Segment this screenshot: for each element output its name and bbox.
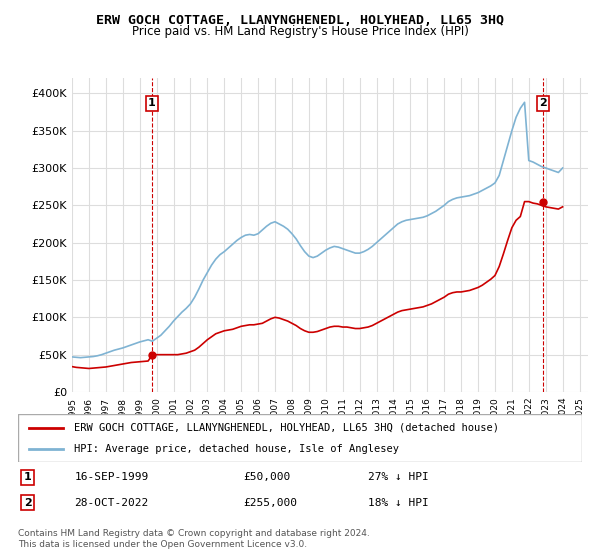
Text: £255,000: £255,000 <box>244 498 298 507</box>
Text: Contains HM Land Registry data © Crown copyright and database right 2024.
This d: Contains HM Land Registry data © Crown c… <box>18 529 370 549</box>
Text: Price paid vs. HM Land Registry's House Price Index (HPI): Price paid vs. HM Land Registry's House … <box>131 25 469 38</box>
Text: ERW GOCH COTTAGE, LLANYNGHENEDL, HOLYHEAD, LL65 3HQ (detached house): ERW GOCH COTTAGE, LLANYNGHENEDL, HOLYHEA… <box>74 423 499 433</box>
Text: ERW GOCH COTTAGE, LLANYNGHENEDL, HOLYHEAD, LL65 3HQ: ERW GOCH COTTAGE, LLANYNGHENEDL, HOLYHEA… <box>96 14 504 27</box>
Text: 2: 2 <box>539 99 547 109</box>
Text: 18% ↓ HPI: 18% ↓ HPI <box>368 498 428 507</box>
Text: 1: 1 <box>23 473 31 482</box>
Text: 27% ↓ HPI: 27% ↓ HPI <box>368 473 428 482</box>
FancyBboxPatch shape <box>18 414 582 462</box>
Text: HPI: Average price, detached house, Isle of Anglesey: HPI: Average price, detached house, Isle… <box>74 444 400 454</box>
Text: £50,000: £50,000 <box>244 473 291 482</box>
Text: 2: 2 <box>23 498 31 507</box>
Text: 16-SEP-1999: 16-SEP-1999 <box>74 473 149 482</box>
Text: 1: 1 <box>148 99 155 109</box>
Text: 28-OCT-2022: 28-OCT-2022 <box>74 498 149 507</box>
